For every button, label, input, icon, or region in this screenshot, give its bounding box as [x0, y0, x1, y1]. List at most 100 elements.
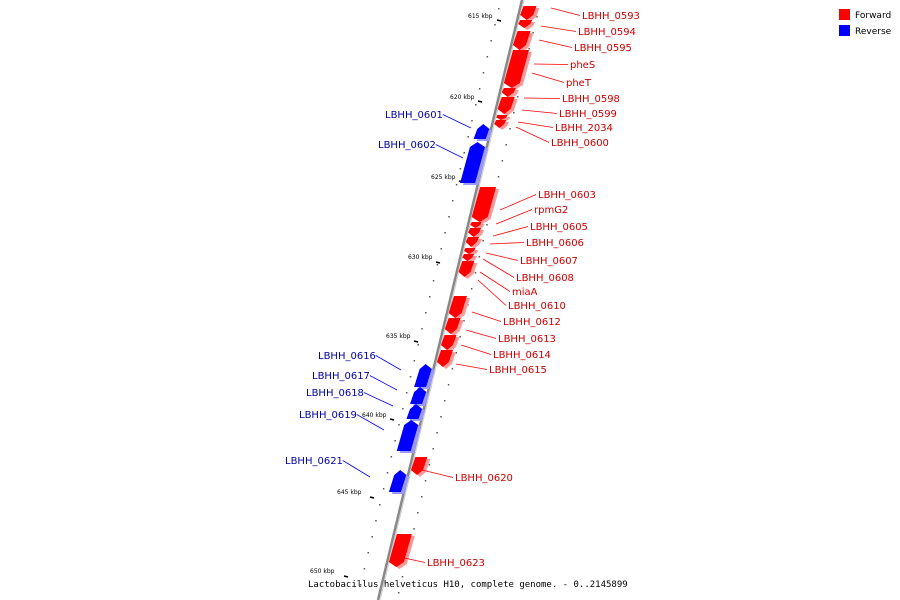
gene-label[interactable]: LBHH_0602 [378, 140, 436, 151]
tick-label: 630 kbp [408, 254, 433, 261]
gene-label[interactable]: LBHH_0594 [578, 27, 636, 38]
gene-label-leader [495, 209, 533, 225]
gene-feature[interactable] [388, 470, 407, 492]
gene-label[interactable]: pheT [566, 78, 592, 89]
gene-feature[interactable] [460, 142, 485, 183]
gene-feature[interactable] [470, 222, 482, 228]
gene-label[interactable]: LBHH_0620 [455, 473, 513, 484]
gene-label[interactable]: LBHH_0607 [520, 256, 578, 267]
gene-label-leader [455, 363, 488, 370]
gene-feature[interactable] [465, 237, 480, 247]
minor-tick [402, 408, 404, 410]
minor-tick [363, 568, 366, 570]
minor-tick [455, 184, 458, 186]
tick-label: 635 kbp [386, 333, 411, 340]
gene-label-leader [356, 414, 385, 431]
minor-tick [394, 440, 396, 442]
tick-label: 650 kbp [310, 568, 335, 575]
major-tick [389, 418, 395, 421]
genome-caption: Lactobacillus helveticus H10, complete g… [308, 580, 628, 590]
minor-tick [398, 424, 400, 426]
gene-feature[interactable] [414, 364, 432, 387]
gene-feature[interactable] [462, 254, 475, 261]
gene-feature[interactable] [468, 228, 482, 237]
minor-tick [516, 96, 519, 98]
gene-feature[interactable] [501, 88, 516, 97]
gene-label[interactable]: LBHH_0612 [503, 317, 561, 328]
major-tick [343, 575, 349, 578]
gene-label[interactable]: LBHH_2034 [555, 123, 613, 134]
gene-feature[interactable] [410, 387, 427, 404]
gene-label[interactable]: LBHH_0621 [285, 456, 343, 467]
gene-label[interactable]: LBHH_0619 [299, 410, 357, 421]
gene-feature[interactable] [503, 50, 529, 88]
gene-label-leader [485, 252, 519, 261]
gene-label[interactable]: LBHH_0617 [312, 371, 370, 382]
gene-label[interactable]: LBHH_0614 [493, 350, 551, 361]
major-tick [435, 261, 441, 264]
gene-feature[interactable] [441, 335, 457, 350]
gene-feature[interactable] [497, 97, 515, 114]
gene-label-leader [421, 469, 454, 478]
gene-feature[interactable] [464, 248, 476, 254]
gene-label[interactable]: miaA [512, 287, 538, 298]
minor-tick [494, 24, 496, 26]
gene-label[interactable]: LBHH_0603 [538, 190, 596, 201]
gene-feature[interactable] [448, 296, 467, 318]
gene-label[interactable]: rpmG2 [534, 205, 568, 216]
gene-label[interactable]: LBHH_0605 [530, 222, 588, 233]
minor-tick [413, 528, 415, 530]
gene-label[interactable]: LBHH_0618 [306, 388, 364, 399]
minor-tick [386, 472, 389, 474]
gene-labels: LBHH_0593 LBHH_0594 LBHH_0595 pheS pheT LBHH_… [285, 7, 640, 569]
gene-label-leader [477, 279, 507, 306]
gene-label[interactable]: LBHH_0608 [516, 273, 574, 284]
gene-feature[interactable] [518, 20, 533, 28]
gene-label[interactable]: LBHH_0615 [489, 365, 547, 376]
gene-label[interactable]: LBHH_0623 [427, 558, 485, 569]
gene-feature[interactable] [388, 534, 412, 567]
gene-label-leader [465, 329, 497, 339]
minor-tick [463, 320, 465, 322]
gene-label[interactable]: LBHH_0598 [562, 94, 620, 105]
gene-feature[interactable] [436, 350, 453, 367]
gene-label[interactable]: LBHH_0610 [508, 301, 566, 312]
legend-reverse-label: Reverse [855, 27, 892, 37]
gene-label[interactable]: LBHH_0601 [385, 110, 443, 121]
gene-label-leader [363, 392, 394, 407]
gene-feature[interactable] [496, 115, 508, 120]
minor-tick [470, 288, 473, 290]
minor-tick [413, 360, 416, 362]
gene-feature[interactable] [520, 6, 537, 20]
gene-label[interactable]: LBHH_0599 [559, 109, 617, 120]
gene-feature[interactable] [444, 318, 461, 334]
gene-feature[interactable] [473, 124, 490, 139]
minor-tick [478, 256, 481, 258]
gene-label[interactable]: LBHH_0600 [551, 138, 609, 149]
gene-feature[interactable] [411, 457, 428, 475]
gene-feature[interactable] [406, 404, 423, 419]
gene-feature[interactable] [513, 31, 531, 50]
gene-label-leader [435, 144, 464, 159]
gene-label[interactable]: pheS [570, 60, 595, 71]
minor-tick [452, 200, 454, 202]
gene-label[interactable]: LBHH_0616 [318, 351, 376, 362]
gene-feature[interactable] [494, 120, 507, 128]
tick-label: 625 kbp [431, 174, 456, 181]
minor-tick [478, 88, 481, 90]
gene-label[interactable]: LBHH_0613 [498, 334, 556, 345]
minor-tick [536, 16, 538, 18]
gene-feature[interactable] [396, 420, 419, 451]
gene-label[interactable]: LBHH_0606 [526, 238, 584, 249]
genome-backbone [376, 0, 524, 600]
minor-tick [436, 264, 439, 266]
gene-feature[interactable] [471, 187, 497, 222]
gene-label-leader [489, 242, 525, 245]
minor-tick [509, 128, 511, 130]
minor-tick [436, 432, 438, 434]
gene-label[interactable]: LBHH_0593 [582, 11, 640, 22]
gene-label-leader [369, 375, 398, 391]
gene-label[interactable]: LBHH_0595 [574, 43, 632, 54]
gene-feature[interactable] [458, 261, 475, 277]
